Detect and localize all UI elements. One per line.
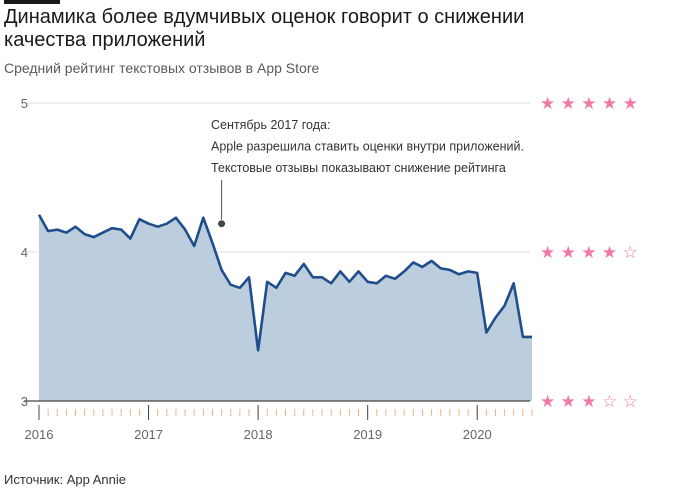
x-tick-label: 2018 [244,427,273,442]
x-tick-label: 2016 [25,427,54,442]
annotation-text-line: Текстовые отзывы показывают снижение рей… [211,161,506,175]
rating-line [37,214,532,352]
x-tick-label: 2020 [463,427,492,442]
star-rating-labels: ★ ★ ★ ★ ★ ★ ★ ★ ★ ☆ ★ ★ ★ ☆ ☆ [540,94,638,412]
rating-area [39,214,532,401]
annotation-marker [218,220,226,228]
x-tick-label: 2019 [353,427,382,442]
source-note: Источник: App Annie [4,472,126,487]
chart-subtitle: Средний рейтинг текстовых отзывов в App … [4,60,320,76]
star-rating-label: ★ ★ ★ ★ ★ [540,94,638,114]
x-axis [24,400,533,420]
annotation: Сентябрь 2017 года: Apple разрешила стави… [211,118,524,228]
y-tick-label: 3 [21,394,28,409]
title-accent-bar [4,0,60,4]
star-rating-label: ★ ★ ★ ☆ ☆ [540,392,638,412]
annotation-text-line: Apple разрешила ставить оценки внутри пр… [211,140,524,154]
y-tick-label: 5 [21,96,28,111]
chart-title: Динамика более вдумчивых оценок говорит … [4,6,525,51]
x-tick-label: 2017 [134,427,163,442]
y-tick-label: 4 [21,245,28,260]
x-axis-labels: 2016 2017 2018 2019 2020 [25,427,492,442]
star-rating-label: ★ ★ ★ ★ ☆ [540,243,638,263]
y-axis-labels: 3 4 5 [21,96,28,409]
annotation-text-line: Сентябрь 2017 года: [211,118,330,132]
